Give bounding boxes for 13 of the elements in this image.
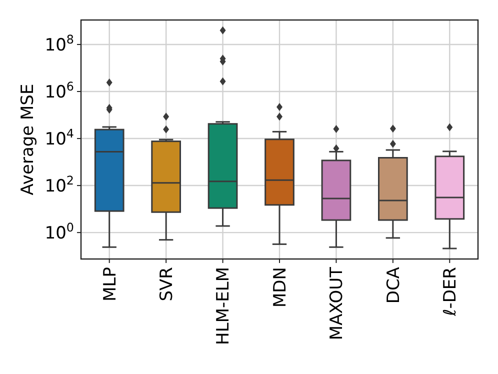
y-tick-label: 10$^{2}$ <box>44 173 74 196</box>
x-tick-label: SVR <box>157 266 178 302</box>
y-tick-label: 10$^{0}$ <box>44 220 74 244</box>
x-tick-label: MAXOUT <box>327 266 348 340</box>
y-tick-label: 10$^{6}$ <box>44 79 74 102</box>
y-axis-title: Average MSE <box>18 84 38 196</box>
x-tick-label: MDN <box>270 267 290 308</box>
y-tick-label: 10$^{4}$ <box>44 126 74 150</box>
x-tick-label: MLP <box>100 267 120 302</box>
x-tick-label: DCA <box>384 266 404 304</box>
y-tick-label: 10$^{8}$ <box>44 32 74 56</box>
x-tick-label: HLM-ELM <box>214 267 234 345</box>
x-tick-label: ℓ-DER <box>440 266 461 317</box>
